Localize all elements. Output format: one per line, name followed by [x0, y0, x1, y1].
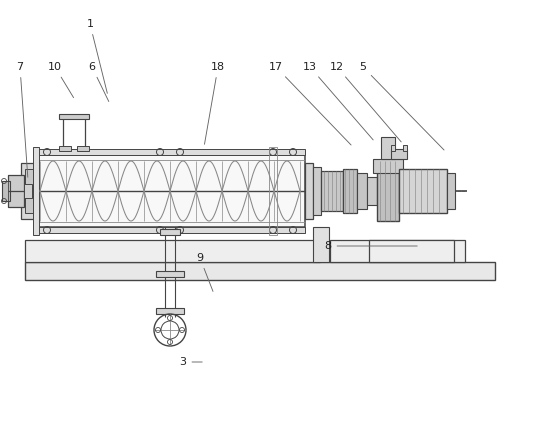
Text: 8: 8: [325, 241, 417, 251]
Bar: [321, 171, 343, 211]
Text: 13: 13: [303, 62, 373, 140]
Bar: [330, 240, 465, 262]
Bar: [156, 308, 184, 314]
Bar: [59, 114, 89, 119]
Text: 3: 3: [179, 357, 202, 367]
Bar: [156, 271, 184, 277]
Bar: [343, 169, 357, 213]
Bar: [25, 262, 495, 280]
Bar: [373, 159, 403, 173]
Bar: [381, 137, 395, 159]
Bar: [59, 146, 71, 151]
Bar: [35, 149, 305, 155]
Bar: [391, 145, 395, 151]
Bar: [24, 184, 32, 198]
Bar: [77, 146, 89, 151]
Bar: [399, 169, 447, 213]
Bar: [403, 145, 407, 151]
Text: 1: 1: [87, 19, 107, 93]
Text: 7: 7: [16, 62, 28, 177]
Bar: [305, 163, 313, 219]
Bar: [2, 181, 10, 201]
Bar: [447, 173, 455, 209]
Text: 18: 18: [204, 62, 225, 144]
Bar: [377, 161, 399, 221]
Text: 17: 17: [269, 62, 351, 145]
Bar: [8, 175, 24, 207]
Bar: [357, 173, 367, 209]
Bar: [269, 147, 277, 235]
Bar: [35, 227, 305, 233]
Bar: [160, 229, 180, 235]
Bar: [35, 155, 305, 227]
Text: 9: 9: [196, 253, 213, 291]
Text: 6: 6: [88, 62, 109, 102]
Text: 10: 10: [48, 62, 74, 98]
Bar: [391, 149, 407, 159]
Bar: [25, 240, 320, 262]
Bar: [313, 227, 329, 262]
Bar: [313, 167, 321, 215]
Bar: [369, 240, 454, 262]
Text: 12: 12: [330, 62, 401, 142]
Bar: [33, 147, 39, 235]
Text: 5: 5: [359, 62, 444, 150]
Bar: [367, 177, 377, 205]
Bar: [25, 169, 33, 213]
Bar: [21, 163, 37, 219]
